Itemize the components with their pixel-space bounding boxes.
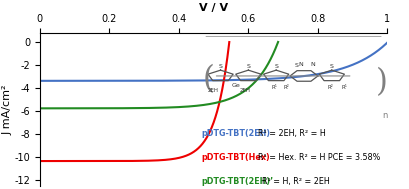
Text: R¹ = 2EH, R² = H: R¹ = 2EH, R² = H xyxy=(254,129,326,138)
Text: N: N xyxy=(310,62,315,67)
Text: R²: R² xyxy=(284,85,290,90)
Text: (: ( xyxy=(202,64,214,95)
Y-axis label: J mA/cm²: J mA/cm² xyxy=(3,84,13,135)
Text: S: S xyxy=(330,64,334,69)
Text: S: S xyxy=(247,64,250,69)
Text: 2EH: 2EH xyxy=(239,88,250,93)
Text: R¹: R¹ xyxy=(341,85,347,90)
Text: R¹ = Hex. R² = H PCE = 3.58%: R¹ = Hex. R² = H PCE = 3.58% xyxy=(254,153,381,162)
X-axis label: V / V: V / V xyxy=(199,3,228,13)
Text: Ge: Ge xyxy=(232,83,240,88)
Text: R¹ = H, R² = 2EH: R¹ = H, R² = 2EH xyxy=(257,177,330,186)
Text: pDTG-TBT(Hex)  R¹ = Hex. R² = H PCE = 3.58%: pDTG-TBT(Hex) R¹ = Hex. R² = H PCE = 3.5… xyxy=(201,153,390,162)
Text: pDTG-TBT(Hex): pDTG-TBT(Hex) xyxy=(201,153,270,162)
Text: pDTG-TBT(2EH)  R¹ = 2EH, R² = H: pDTG-TBT(2EH) R¹ = 2EH, R² = H xyxy=(201,129,336,138)
Text: N: N xyxy=(298,62,303,67)
Text: pDTG-TBT(2EH)’  R¹ = H, R² = 2EH: pDTG-TBT(2EH)’ R¹ = H, R² = 2EH xyxy=(201,177,338,186)
Text: ): ) xyxy=(376,67,388,98)
Text: pDTG-TBT(2EH): pDTG-TBT(2EH) xyxy=(201,129,270,138)
Text: R²: R² xyxy=(327,85,333,90)
Text: R¹: R¹ xyxy=(272,85,277,90)
Text: S: S xyxy=(219,64,222,69)
Text: pDTG-TBT(2EH)’: pDTG-TBT(2EH)’ xyxy=(201,177,274,186)
Text: S: S xyxy=(295,63,299,68)
Text: n: n xyxy=(382,111,388,120)
Text: S: S xyxy=(274,64,278,69)
Text: 2EH: 2EH xyxy=(208,88,219,93)
